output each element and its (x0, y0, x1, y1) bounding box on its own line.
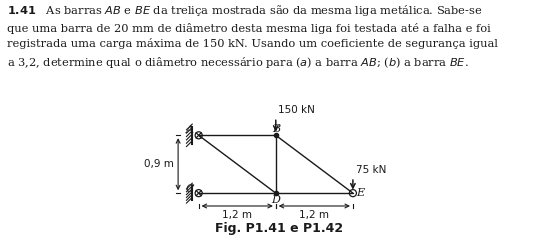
Text: E: E (356, 188, 364, 198)
Text: D: D (271, 195, 280, 205)
Text: 1,2 m: 1,2 m (222, 210, 252, 220)
Text: A: A (186, 125, 194, 135)
Text: B: B (272, 124, 280, 134)
Text: 1,2 m: 1,2 m (299, 210, 329, 220)
Text: $\mathbf{1.41}$   As barras $\it{AB}$ e $\it{BE}$ da treliça mostrada são da mes: $\mathbf{1.41}$ As barras $\it{AB}$ e $\… (7, 3, 498, 70)
Text: 75 kN: 75 kN (356, 165, 387, 175)
Text: 150 kN: 150 kN (278, 105, 315, 115)
Text: C: C (185, 184, 194, 194)
Text: Fig. P1.41 e P1.42: Fig. P1.41 e P1.42 (215, 222, 343, 235)
Text: 0,9 m: 0,9 m (144, 159, 174, 169)
